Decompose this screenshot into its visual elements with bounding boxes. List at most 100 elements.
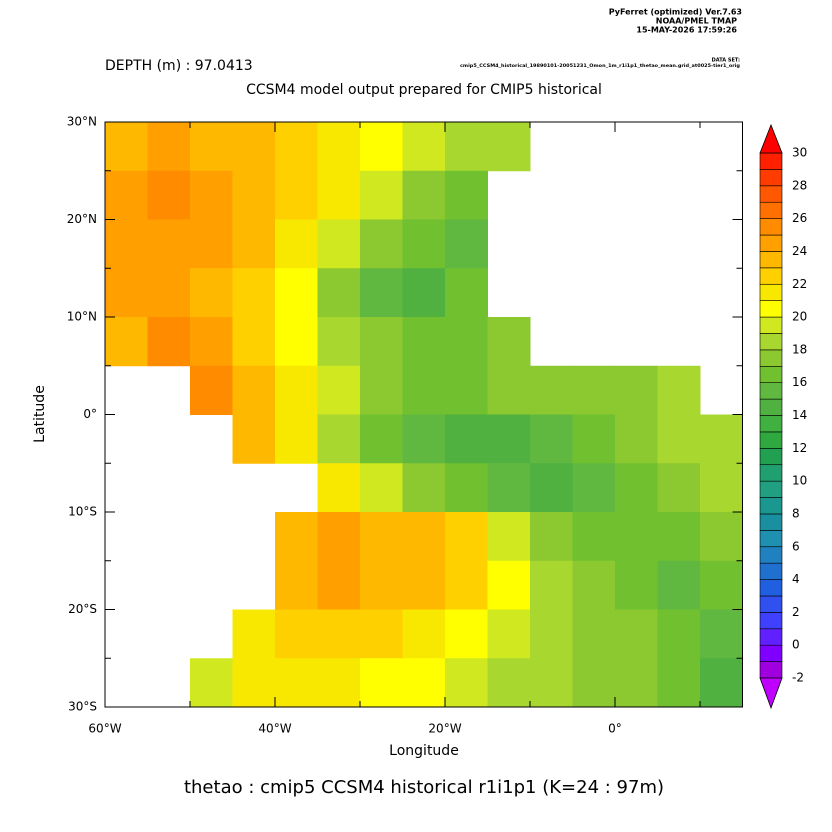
colorbar-label: 4 — [792, 572, 800, 586]
cell — [487, 414, 531, 464]
cell — [147, 268, 191, 318]
cell — [275, 560, 318, 610]
cell — [657, 365, 701, 415]
cell — [700, 560, 743, 610]
x-axis-label: Longitude — [389, 743, 459, 759]
cell — [700, 609, 743, 659]
cell — [402, 317, 446, 367]
cell — [572, 658, 616, 708]
colorbar-label: 20 — [792, 310, 807, 324]
cell — [530, 463, 573, 513]
cell — [445, 122, 488, 172]
cell — [487, 365, 531, 415]
cell — [360, 463, 403, 513]
cell — [487, 512, 531, 562]
cell — [657, 512, 701, 562]
colorbar-label: 0 — [792, 638, 800, 652]
cell — [317, 170, 361, 220]
cell — [402, 414, 446, 464]
cell — [487, 317, 531, 367]
cell — [232, 219, 276, 269]
cell — [147, 219, 191, 269]
colorbar-bin — [759, 415, 783, 433]
cell — [402, 512, 446, 562]
colorbar-bin — [759, 152, 783, 170]
colorbar-label: 10 — [792, 474, 807, 488]
header-line: 15-MAY-2026 17:59:26 — [636, 26, 737, 35]
colorbar-label: 22 — [792, 277, 807, 291]
colorbar-bin — [759, 185, 783, 203]
colorbar-bin — [759, 497, 783, 515]
cell — [657, 463, 701, 513]
cell — [445, 219, 488, 269]
cell — [402, 219, 446, 269]
cell — [487, 560, 531, 610]
cell — [572, 609, 616, 659]
cell — [360, 414, 403, 464]
x-tick-label: 0° — [608, 722, 622, 736]
cell — [317, 658, 361, 708]
cell — [275, 170, 318, 220]
cell — [445, 560, 488, 610]
cell — [360, 170, 403, 220]
depth-label: DEPTH (m) : 97.0413 — [105, 58, 253, 74]
cell — [445, 658, 488, 708]
cell — [445, 268, 488, 318]
cell — [360, 317, 403, 367]
colorbar-bin — [759, 480, 783, 498]
y-axis-label: Latitude — [32, 385, 48, 443]
cell — [232, 268, 276, 318]
cell — [105, 219, 148, 269]
colorbar-label: 30 — [792, 146, 807, 160]
cell — [530, 658, 573, 708]
cell — [487, 463, 531, 513]
x-tick-label: 20°W — [428, 722, 461, 736]
cell — [487, 122, 531, 172]
cell — [317, 609, 361, 659]
colorbar-bin — [759, 595, 783, 613]
cell — [360, 365, 403, 415]
colorbar-label: 16 — [792, 375, 807, 389]
colorbar-bin — [759, 316, 783, 334]
cell — [402, 365, 446, 415]
cell — [232, 365, 276, 415]
cell — [445, 512, 488, 562]
colorbar-label: 14 — [792, 408, 807, 422]
colorbar-bin — [759, 218, 783, 236]
x-tick-label: 40°W — [258, 722, 291, 736]
colorbar-label: 18 — [792, 342, 807, 356]
cell — [275, 268, 318, 318]
cell — [530, 609, 573, 659]
colorbar-bin — [759, 628, 783, 646]
colorbar-bin — [759, 267, 783, 285]
cell — [317, 268, 361, 318]
cell — [190, 365, 233, 415]
cell — [487, 609, 531, 659]
cell — [615, 658, 658, 708]
cell — [700, 414, 743, 464]
cell — [147, 317, 191, 367]
cell — [700, 512, 743, 562]
cell — [657, 658, 701, 708]
cell — [232, 122, 276, 172]
cell — [232, 609, 276, 659]
colorbar-bin — [759, 300, 783, 318]
colorbar-bin — [759, 431, 783, 449]
colorbar-bin — [759, 251, 783, 269]
cell — [190, 658, 233, 708]
cell — [572, 560, 616, 610]
cell — [147, 170, 191, 220]
cell — [317, 414, 361, 464]
cell — [445, 463, 488, 513]
cell — [360, 122, 403, 172]
colorbar-label: 28 — [792, 178, 807, 192]
footer: thetao : cmip5 CCSM4 historical r1i1p1 (… — [184, 777, 664, 798]
cell — [615, 463, 658, 513]
colorbar-bin — [759, 201, 783, 219]
colorbar-bin — [759, 612, 783, 630]
colorbar-bin — [759, 333, 783, 351]
cell — [105, 268, 148, 318]
cell — [530, 560, 573, 610]
cell — [487, 658, 531, 708]
cell — [275, 609, 318, 659]
